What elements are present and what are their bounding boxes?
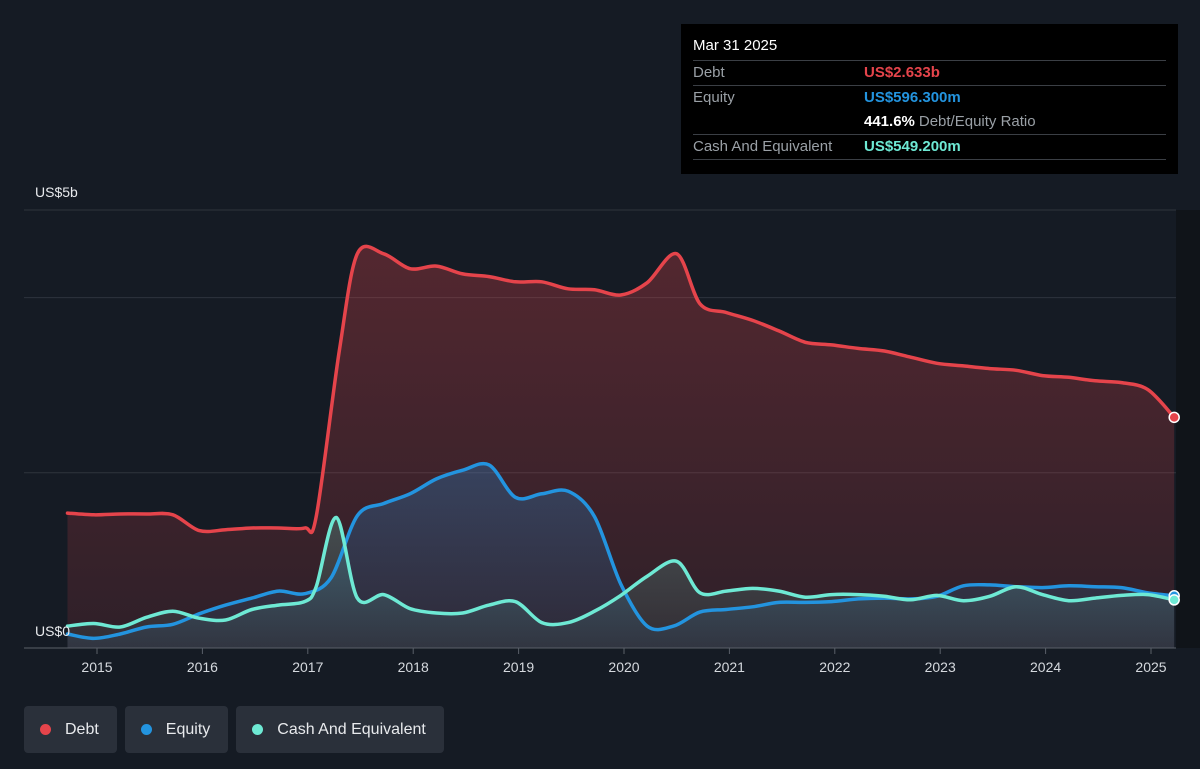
tooltip-row-cash: Cash And Equivalent US$549.200m [693, 134, 1166, 160]
tooltip-debt-value: US$2.633b [864, 64, 940, 81]
debt-line [65, 244, 1176, 535]
x-tick-label: 2017 [292, 659, 323, 675]
tooltip-cash-label: Cash And Equivalent [693, 138, 833, 155]
legend-item-cash[interactable]: Cash And Equivalent [236, 706, 444, 753]
x-tick-label: 2015 [81, 659, 112, 675]
x-tick-label: 2016 [187, 659, 218, 675]
x-tick-label: 2018 [398, 659, 429, 675]
x-tick-label: 2025 [1135, 659, 1166, 675]
legend-label-debt: Debt [65, 720, 99, 738]
future-band [1176, 210, 1200, 648]
legend-item-equity[interactable]: Equity [124, 706, 229, 753]
x-tick-label: 2019 [503, 659, 534, 675]
legend-label-equity: Equity [165, 720, 211, 738]
tooltip-row-ratio: 441.6% Debt/Equity Ratio [693, 110, 1166, 134]
debt-equity-chart: 2015 2016 2017 2018 2019 2020 2021 2022 2023 2024… [24, 184, 1200, 675]
x-tick-label: 2023 [925, 659, 956, 675]
tooltip-equity-label: Equity [693, 89, 735, 106]
x-tick-label: 2022 [819, 659, 850, 675]
tooltip-ratio-value: 441.6% [864, 113, 915, 130]
legend: Debt Equity Cash And Equivalent [24, 706, 444, 753]
equity-line [65, 461, 1176, 641]
x-tick-label: 2020 [608, 659, 639, 675]
legend-dot-cash-icon [252, 724, 264, 735]
tooltip-ratio-spacer [693, 110, 864, 134]
y-axis-top-label: US$5b [35, 184, 78, 200]
y-axis-bottom-label: US$0 [35, 623, 70, 639]
tooltip: Mar 31 2025 Debt US$2.633b Equity US$596… [681, 24, 1178, 174]
tooltip-row-equity: Equity US$596.300m [693, 85, 1166, 110]
tooltip-cash-value: US$549.200m [864, 138, 961, 155]
tooltip-row-debt: Debt US$2.633b [693, 60, 1166, 85]
x-tick-label: 2024 [1030, 659, 1061, 675]
tooltip-ratio-label: Debt/Equity Ratio [918, 113, 1036, 130]
x-tick-label: 2021 [714, 659, 745, 675]
debt-end-marker[interactable] [1168, 411, 1180, 424]
tooltip-debt-label: Debt [693, 64, 725, 81]
x-axis-ticks: 2015 2016 2017 2018 2019 2020 2021 2022 2023 2024… [81, 648, 1167, 675]
legend-item-debt[interactable]: Debt [24, 706, 117, 753]
cash-line [65, 515, 1176, 629]
tooltip-date: Mar 31 2025 [693, 37, 778, 54]
tooltip-equity-value: US$596.300m [864, 89, 961, 106]
legend-dot-equity-icon [140, 724, 152, 735]
cash-end-marker[interactable] [1168, 594, 1180, 606]
legend-dot-debt-icon [40, 724, 51, 735]
legend-label-cash: Cash And Equivalent [277, 720, 426, 738]
